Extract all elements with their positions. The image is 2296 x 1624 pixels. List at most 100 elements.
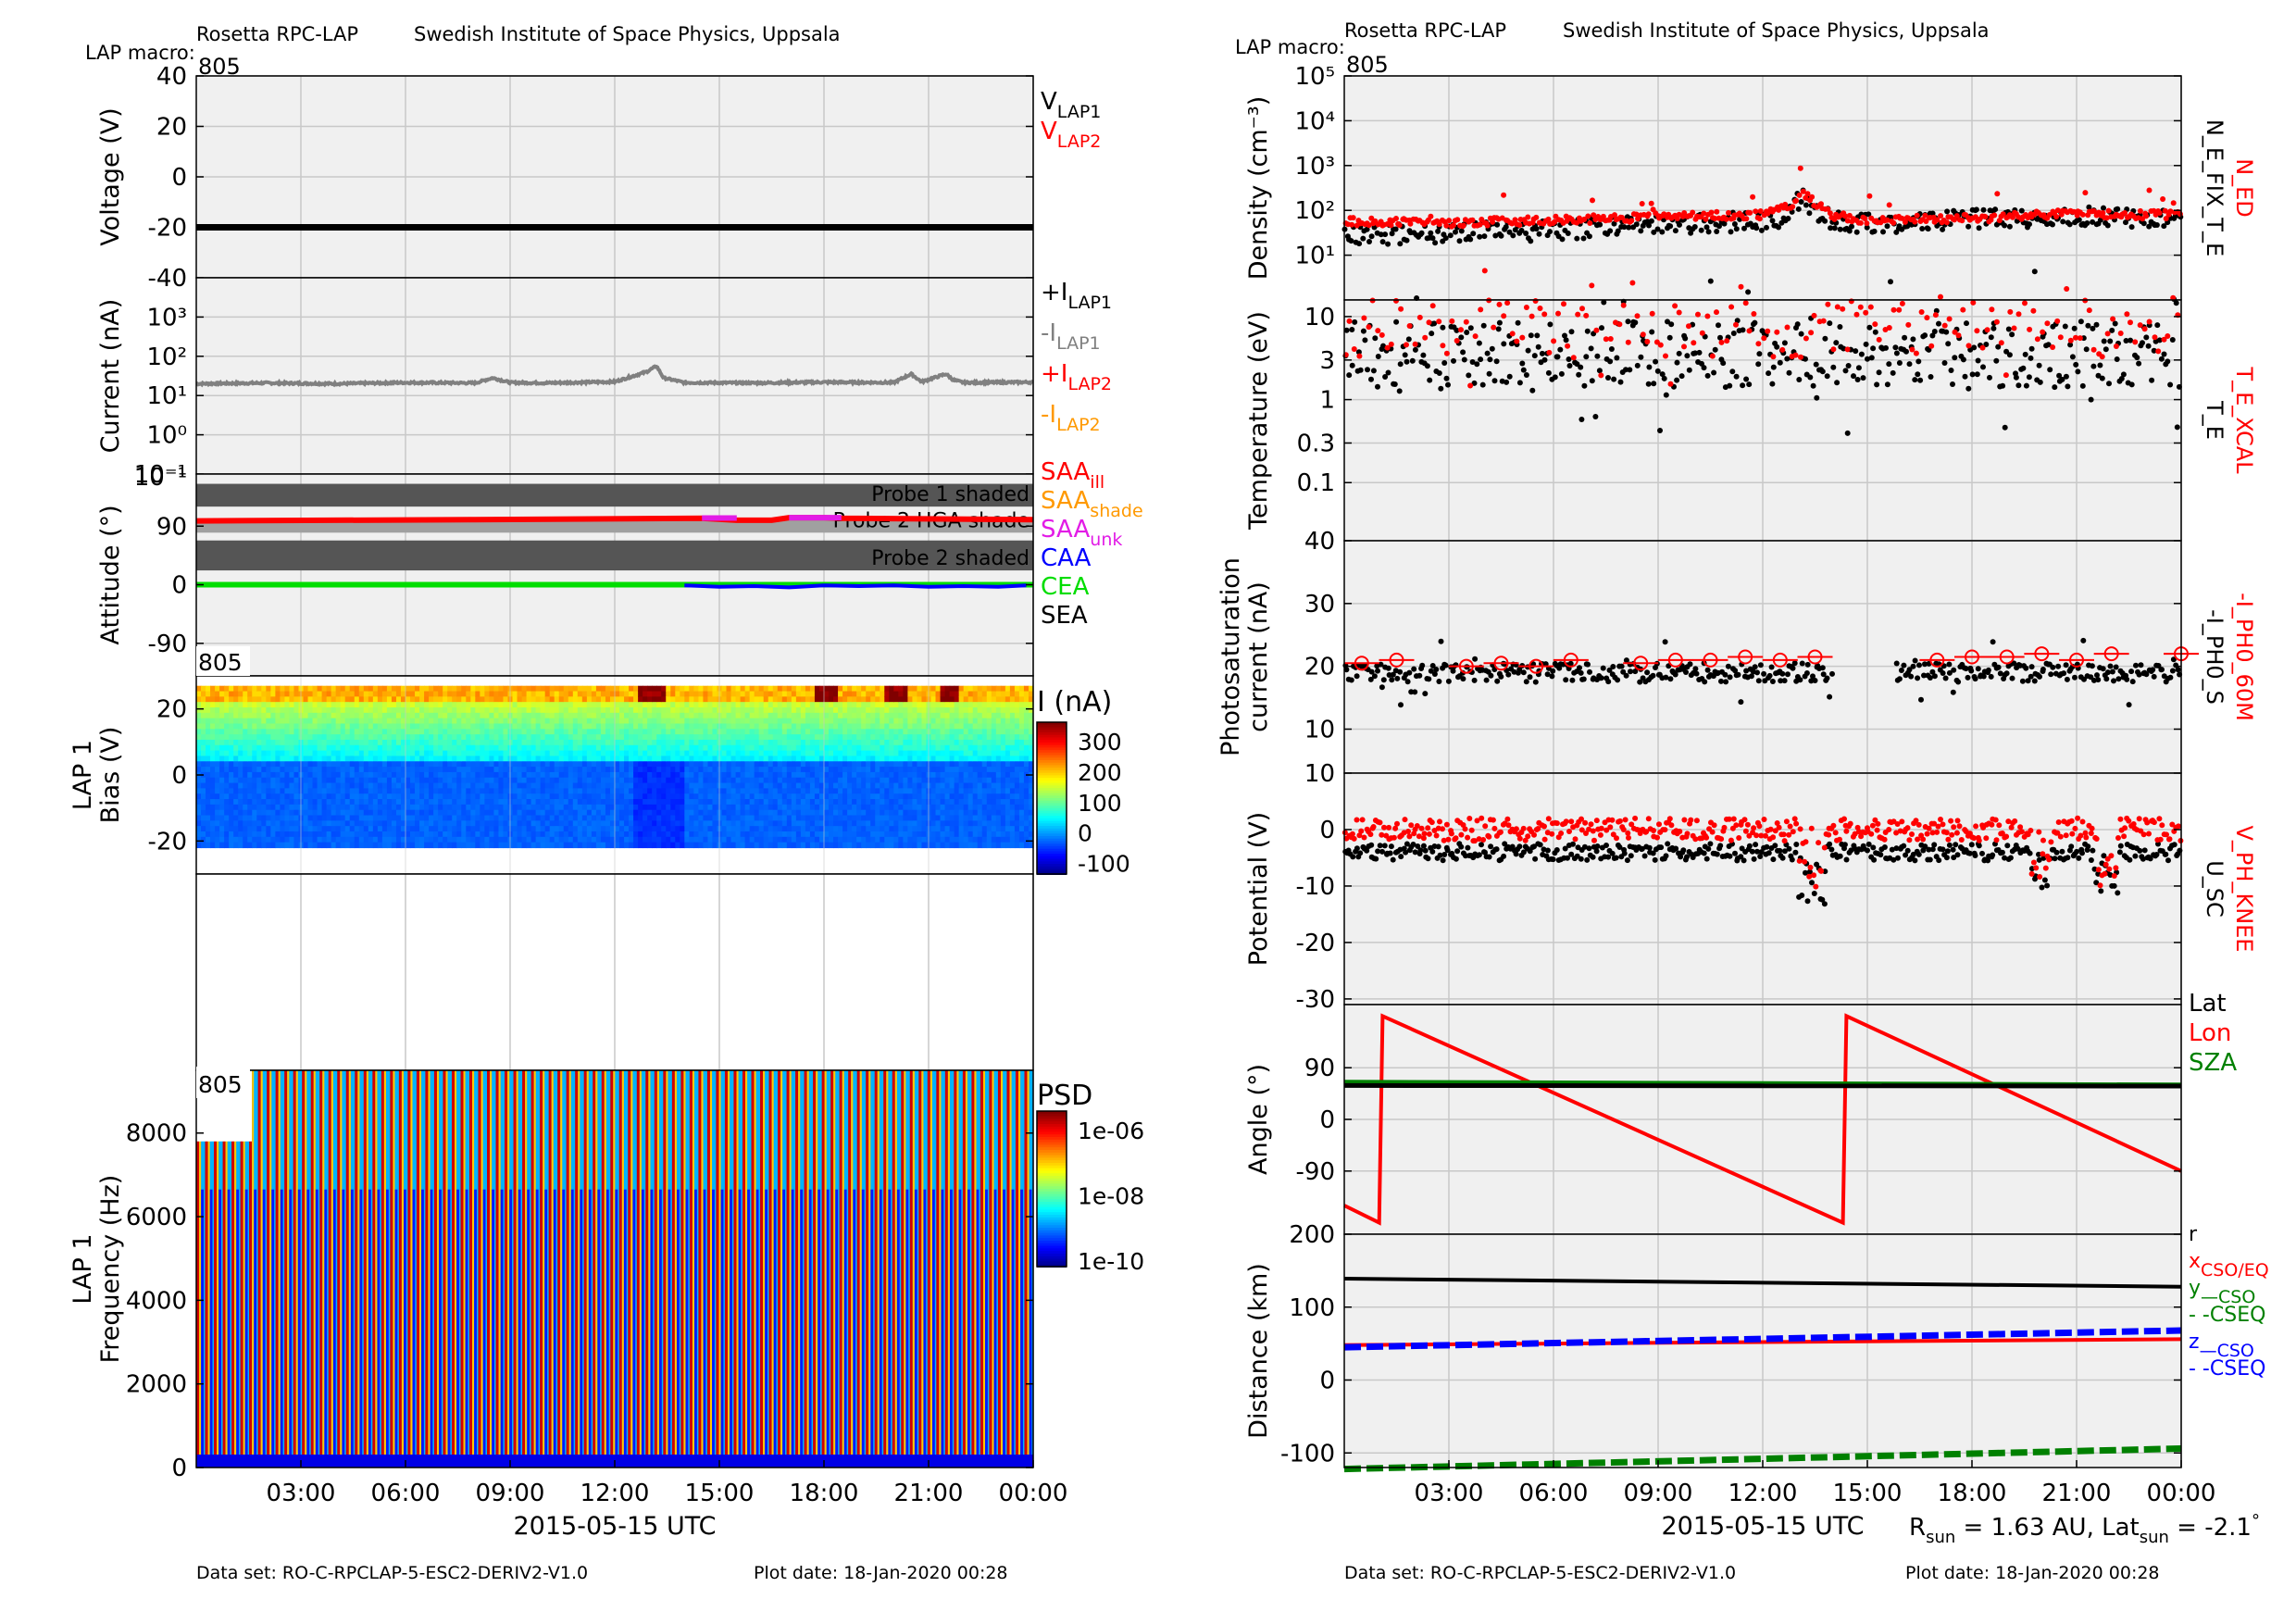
bias-cell bbox=[875, 799, 880, 806]
bias-cell bbox=[805, 793, 811, 800]
bias-cell bbox=[824, 771, 830, 779]
bias-cell bbox=[829, 804, 834, 811]
bias-cell bbox=[196, 739, 202, 746]
bias-cell bbox=[615, 744, 620, 752]
bias-cell bbox=[777, 761, 783, 768]
bias-cell bbox=[615, 685, 620, 693]
bias-cell bbox=[940, 788, 946, 794]
bias-cell bbox=[456, 744, 462, 752]
bias-cell bbox=[270, 815, 276, 821]
bias-cell bbox=[256, 761, 262, 768]
bias-cell bbox=[670, 777, 676, 784]
bias-cell bbox=[331, 793, 337, 800]
bias-cell bbox=[443, 744, 448, 752]
bias-cell bbox=[893, 756, 899, 762]
bias-cell bbox=[861, 744, 867, 752]
bias-cell bbox=[493, 777, 500, 784]
bias-cell bbox=[781, 777, 788, 784]
bias-cell bbox=[415, 809, 420, 817]
bias-cell bbox=[847, 771, 853, 779]
bias-cell bbox=[615, 809, 620, 817]
bias-cell bbox=[443, 809, 448, 817]
bias-cell bbox=[219, 734, 225, 741]
bias-cell bbox=[521, 707, 528, 714]
bias-cell bbox=[517, 712, 523, 719]
bias-cell bbox=[303, 767, 309, 773]
bias-cell bbox=[921, 685, 928, 693]
bias-cell bbox=[624, 809, 630, 817]
bias-cell bbox=[726, 712, 732, 719]
bias-cell bbox=[526, 723, 532, 730]
bias-cell bbox=[758, 712, 765, 719]
bias-cell bbox=[415, 793, 420, 800]
bias-cell bbox=[666, 744, 671, 752]
bias-cell bbox=[201, 691, 206, 697]
bias-cell bbox=[735, 729, 742, 735]
bias-cell bbox=[429, 767, 434, 773]
bias-cell bbox=[358, 702, 365, 708]
bias-cell bbox=[744, 809, 751, 817]
bias-cell bbox=[247, 767, 253, 773]
bias-cell bbox=[833, 718, 839, 725]
voltage-legend-item: VLAP2 bbox=[1041, 118, 1101, 152]
bias-cell bbox=[452, 756, 457, 762]
bias-cell bbox=[456, 739, 462, 746]
bias-cell bbox=[791, 831, 797, 838]
bias-cell bbox=[489, 691, 495, 697]
bias-cell bbox=[568, 767, 574, 773]
bias-cell bbox=[903, 702, 908, 708]
bias-cell bbox=[684, 761, 690, 768]
bias-cell bbox=[730, 685, 737, 693]
bias-cell bbox=[261, 750, 267, 757]
bias-cell bbox=[829, 799, 834, 806]
bias-cell bbox=[861, 799, 867, 806]
bias-cell bbox=[758, 804, 765, 811]
bias-cell bbox=[256, 799, 262, 806]
bias-cell bbox=[689, 750, 694, 757]
bias-cell bbox=[791, 756, 797, 762]
bias-cell bbox=[805, 718, 811, 725]
bias-cell bbox=[795, 788, 802, 794]
bias-cell bbox=[470, 685, 476, 693]
bias-cell bbox=[354, 815, 360, 821]
bias-cell bbox=[484, 750, 490, 757]
bias-cell bbox=[912, 707, 918, 714]
bias-cell bbox=[381, 707, 388, 714]
bias-cell bbox=[395, 729, 402, 735]
bias-cell bbox=[270, 771, 276, 779]
bias-cell bbox=[196, 723, 202, 730]
bias-cell bbox=[206, 799, 211, 806]
bias-cell bbox=[735, 771, 742, 779]
bias-cell bbox=[786, 793, 792, 800]
bias-cell bbox=[861, 750, 867, 757]
bias-cell bbox=[581, 820, 588, 827]
bias-cell bbox=[344, 788, 351, 794]
bias-cell bbox=[591, 826, 597, 832]
bias-cell bbox=[856, 761, 862, 768]
bias-cell bbox=[219, 696, 225, 703]
bias-cell bbox=[754, 718, 760, 725]
bias-cell bbox=[489, 707, 495, 714]
bias-cell bbox=[554, 831, 560, 838]
bias-cell bbox=[358, 788, 365, 794]
bias-cell bbox=[266, 734, 271, 741]
bias-cell bbox=[280, 815, 286, 821]
bias-cell bbox=[944, 718, 951, 725]
bias-cell bbox=[609, 767, 616, 773]
bias-cell bbox=[233, 842, 239, 849]
bias-cell bbox=[898, 788, 904, 794]
bias-cell bbox=[293, 734, 300, 741]
bias-cell bbox=[889, 756, 894, 762]
bias-cell bbox=[266, 685, 271, 693]
bias-cell bbox=[493, 809, 500, 817]
bias-cell bbox=[456, 756, 462, 762]
bias-cell bbox=[638, 685, 643, 693]
bias-cell bbox=[224, 815, 230, 821]
bias-cell bbox=[489, 820, 495, 827]
bias-cell bbox=[229, 771, 234, 779]
bias-cell bbox=[856, 826, 862, 832]
bias-cell bbox=[680, 702, 685, 708]
bias-cell bbox=[740, 744, 746, 752]
bias-cell bbox=[809, 809, 816, 817]
bias-cell bbox=[758, 718, 765, 725]
